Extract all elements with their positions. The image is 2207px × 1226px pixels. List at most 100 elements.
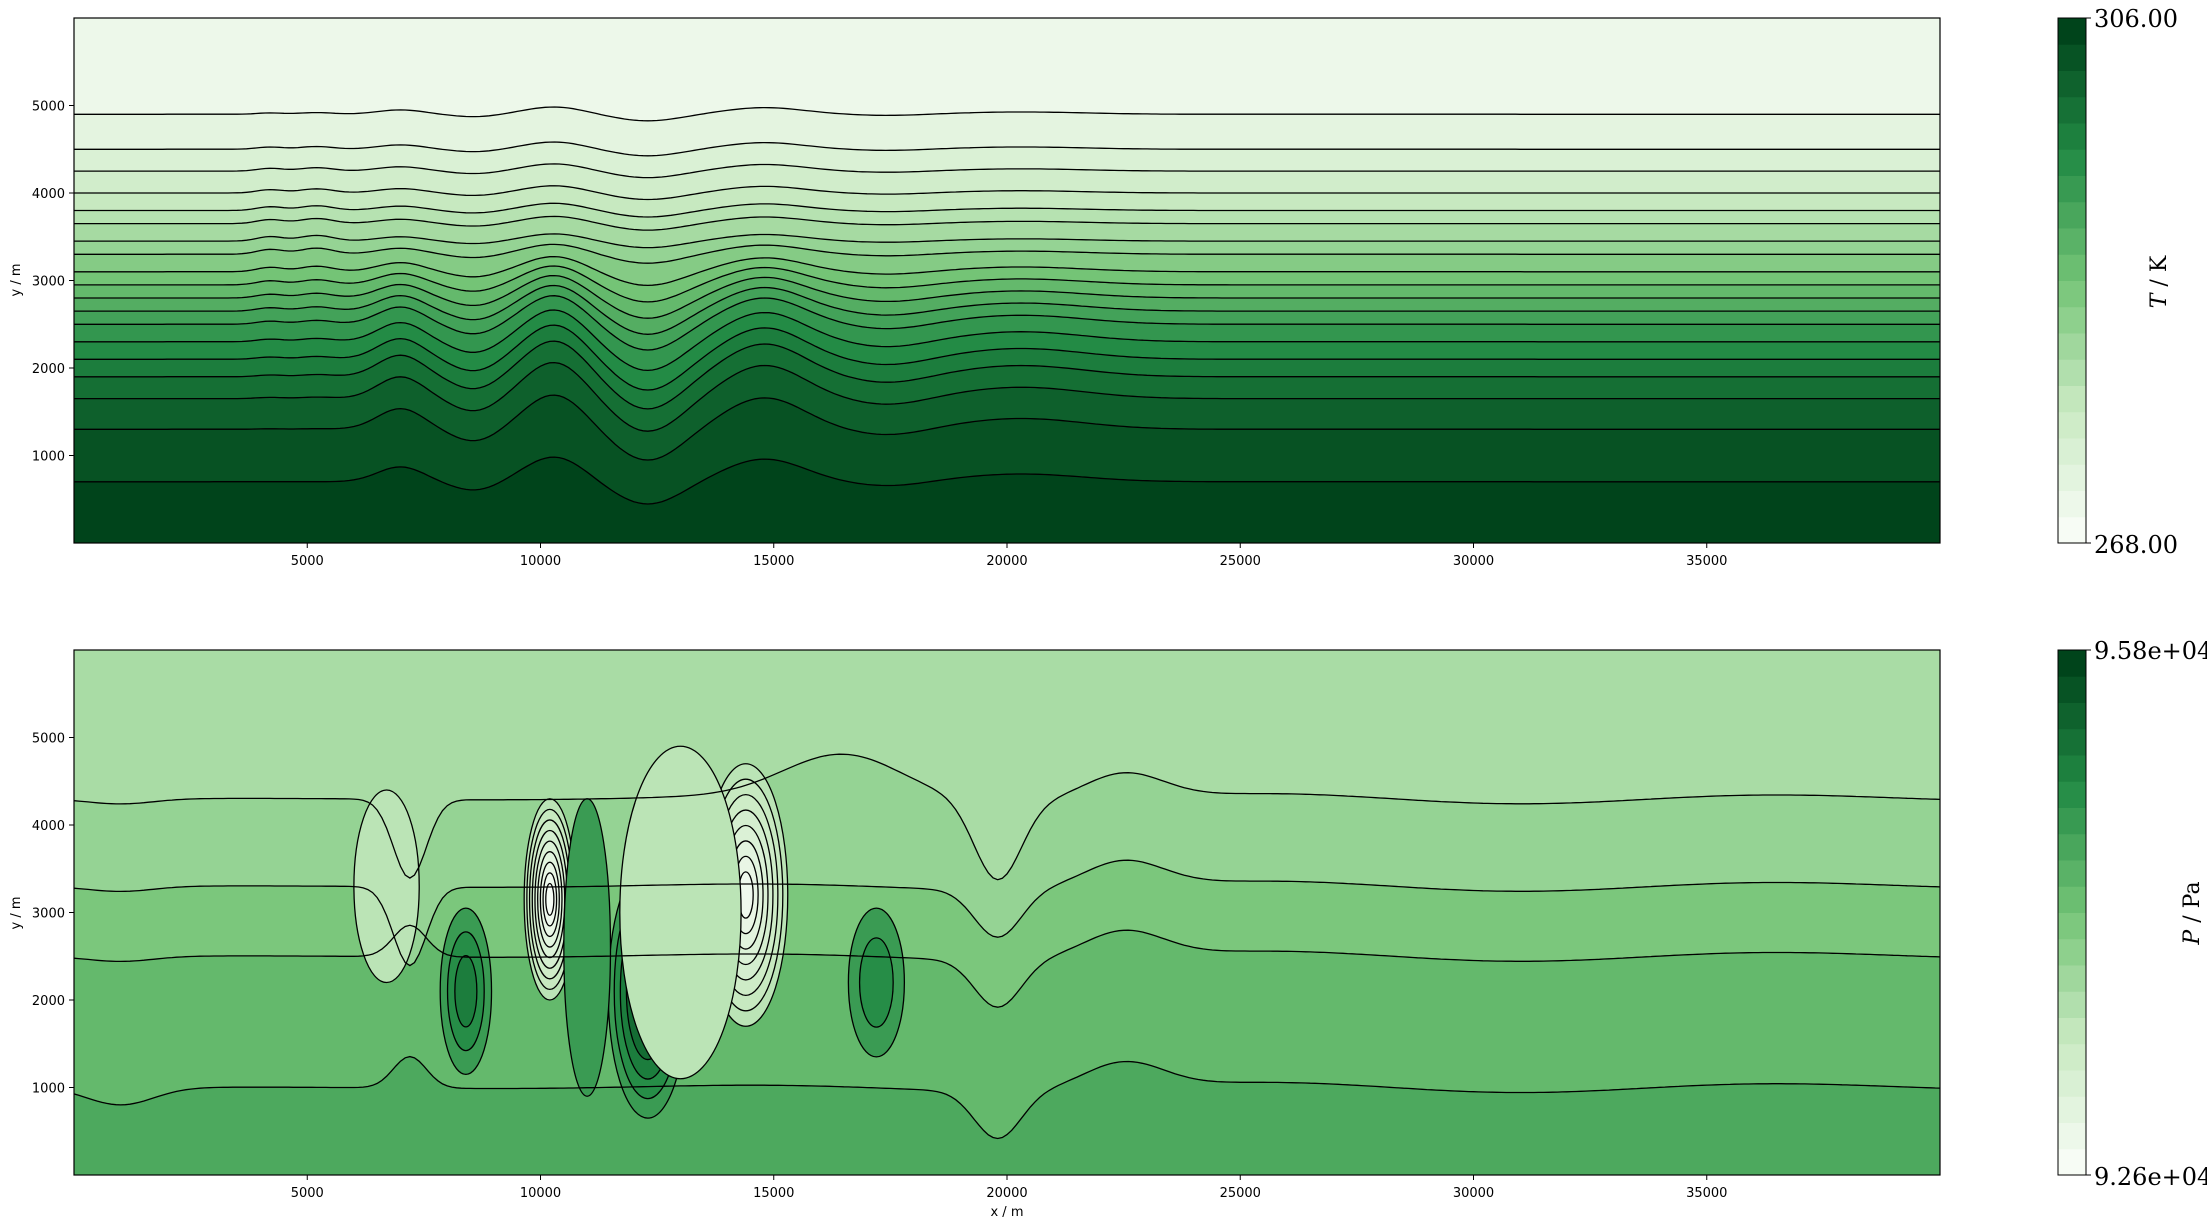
temperature-colorbar-swatch xyxy=(2058,201,2086,229)
pressure-colorbar-swatch xyxy=(2058,781,2086,808)
temperature-colorbar-label: T / K xyxy=(2147,255,2172,308)
pressure-colorbar-swatch xyxy=(2058,1070,2086,1097)
temperature-colorbar-swatch xyxy=(2058,359,2086,386)
pressure-y-axis-label: y / m xyxy=(9,896,24,929)
temperature-colorbar-swatch xyxy=(2058,333,2086,360)
pressure-colorbar-swatch xyxy=(2058,860,2086,887)
pressure-colorbar-swatches xyxy=(2058,650,2086,1176)
temperature-contour-line xyxy=(74,106,1940,122)
pressure-x-tick-label: 35000 xyxy=(1686,1186,1727,1201)
temperature-colorbar-swatch xyxy=(2058,149,2086,176)
pressure-y-tick-label: 3000 xyxy=(32,907,65,922)
pressure-colorbar-label: P / Pa xyxy=(2180,881,2205,945)
pressure-colorbar-swatch xyxy=(2058,833,2086,861)
temperature-contour-line xyxy=(74,255,1940,287)
pressure-x-tick-label: 5000 xyxy=(291,1186,324,1201)
pressure-colorbar-swatch xyxy=(2058,886,2086,913)
temperature-colorbar-min-label: 268.00 xyxy=(2094,531,2178,559)
temperature-colorbar-swatch xyxy=(2058,44,2086,71)
pressure-contour-cell xyxy=(353,789,420,984)
temperature-y-axis-label: y / m xyxy=(9,263,24,296)
temperature-contour-line xyxy=(74,163,1940,179)
temperature-panel: 5000 10000 15000 20000 25000 30000 35000 1000 2… xyxy=(9,17,1941,569)
temperature-colorbar-max-label: 306.00 xyxy=(2094,5,2178,33)
pressure-contour-fills xyxy=(74,650,1940,1175)
pressure-contour-cell xyxy=(454,954,478,1028)
pressure-x-ticks: 5000 10000 15000 20000 25000 30000 35000 xyxy=(291,1175,1727,1201)
pressure-contour-lines xyxy=(74,753,1940,1140)
temperature-colorbar-swatch xyxy=(2058,306,2086,334)
pressure-x-tick-label: 15000 xyxy=(753,1186,794,1201)
pressure-colorbar-min-label: 9.26e+04 xyxy=(2094,1163,2207,1191)
pressure-colorbar-swatch xyxy=(2058,1122,2086,1150)
temperature-band xyxy=(74,18,1940,121)
temperature-contour-fills xyxy=(74,18,1940,543)
pressure-x-tick-label: 10000 xyxy=(520,1186,561,1201)
temperature-x-tick-label: 20000 xyxy=(986,554,1027,569)
temperature-contour-line xyxy=(74,309,1940,372)
pressure-band xyxy=(74,650,1940,880)
pressure-x-axis-label: x / m xyxy=(990,1205,1023,1220)
pressure-y-ticks: 1000 2000 3000 4000 5000 xyxy=(32,732,74,1097)
temperature-contour-line xyxy=(74,215,1940,231)
temperature-contour-line xyxy=(74,265,1940,303)
temperature-contour-line xyxy=(74,185,1940,201)
temperature-colorbar-frame xyxy=(2057,17,2087,544)
pressure-contour-cell xyxy=(619,745,742,1080)
temperature-colorbar-swatch xyxy=(2058,228,2086,255)
pressure-y-tick-label: 4000 xyxy=(32,819,65,834)
pressure-colorbar-frame xyxy=(2057,649,2087,1176)
temperature-contour-line xyxy=(74,284,1940,335)
temperature-colorbar-swatch xyxy=(2058,438,2086,465)
pressure-x-tick-label: 20000 xyxy=(986,1186,1027,1201)
pressure-colorbar-swatch xyxy=(2058,755,2086,782)
temperature-y-ticks: 1000 2000 3000 4000 5000 xyxy=(32,100,74,465)
temperature-colorbar-swatch xyxy=(2058,254,2086,281)
temperature-colorbar-swatch xyxy=(2058,70,2086,98)
temperature-y-tick-label: 2000 xyxy=(32,362,65,377)
temperature-colorbar: 306.00 268.00 T / K xyxy=(2057,5,2178,559)
pressure-x-tick-label: 25000 xyxy=(1220,1186,1261,1201)
pressure-contour-line xyxy=(74,753,1940,881)
temperature-y-tick-label: 3000 xyxy=(32,275,65,290)
pressure-colorbar-swatch xyxy=(2058,912,2086,940)
pressure-colorbar-swatch xyxy=(2058,1043,2086,1071)
temperature-contour-line xyxy=(74,233,1940,249)
pressure-colorbar-max-label: 9.58e+04 xyxy=(2094,637,2207,665)
pressure-contour-line xyxy=(74,859,1940,967)
pressure-colorbar-swatch xyxy=(2058,676,2086,703)
pressure-colorbar-swatch xyxy=(2058,1096,2086,1123)
pressure-panel: 5000 10000 15000 20000 25000 30000 35000 1000 2… xyxy=(9,649,1941,1220)
pressure-colorbar-swatch xyxy=(2058,702,2086,730)
temperature-contour-line xyxy=(74,456,1940,505)
temperature-y-tick-label: 4000 xyxy=(32,187,65,202)
temperature-colorbar-swatch xyxy=(2058,96,2086,124)
pressure-colorbar-swatch xyxy=(2058,938,2086,966)
temperature-colorbar-swatch xyxy=(2058,385,2086,413)
temperature-contour-lines xyxy=(74,106,1940,505)
temperature-colorbar-swatch xyxy=(2058,123,2086,150)
pressure-colorbar-swatch xyxy=(2058,807,2086,835)
temperature-y-tick-label: 1000 xyxy=(32,450,65,465)
temperature-contour-line xyxy=(74,324,1940,391)
temperature-contour-line xyxy=(74,340,1940,410)
pressure-x-tick-label: 30000 xyxy=(1453,1186,1494,1201)
temperature-colorbar-swatch xyxy=(2058,280,2086,308)
pressure-contour-line xyxy=(74,924,1940,1008)
temperature-x-tick-label: 35000 xyxy=(1686,554,1727,569)
temperature-x-ticks: 5000 10000 15000 20000 25000 30000 35000 xyxy=(291,543,1727,569)
temperature-y-tick-label: 5000 xyxy=(32,100,65,115)
pressure-contour-cell xyxy=(545,882,555,916)
temperature-x-tick-label: 15000 xyxy=(753,554,794,569)
temperature-x-tick-label: 25000 xyxy=(1220,554,1261,569)
temperature-contour-line xyxy=(74,274,1940,319)
pressure-colorbar-swatch xyxy=(2058,1148,2086,1176)
temperature-x-tick-label: 10000 xyxy=(520,554,561,569)
temperature-colorbar-swatch xyxy=(2058,464,2086,491)
pressure-colorbar-swatch xyxy=(2058,965,2086,992)
pressure-colorbar-swatch xyxy=(2058,728,2086,756)
pressure-colorbar-swatch xyxy=(2058,650,2086,677)
pressure-contour-line xyxy=(74,1055,1940,1140)
temperature-colorbar-swatch xyxy=(2058,18,2086,45)
pressure-contour-cell xyxy=(858,937,894,1028)
